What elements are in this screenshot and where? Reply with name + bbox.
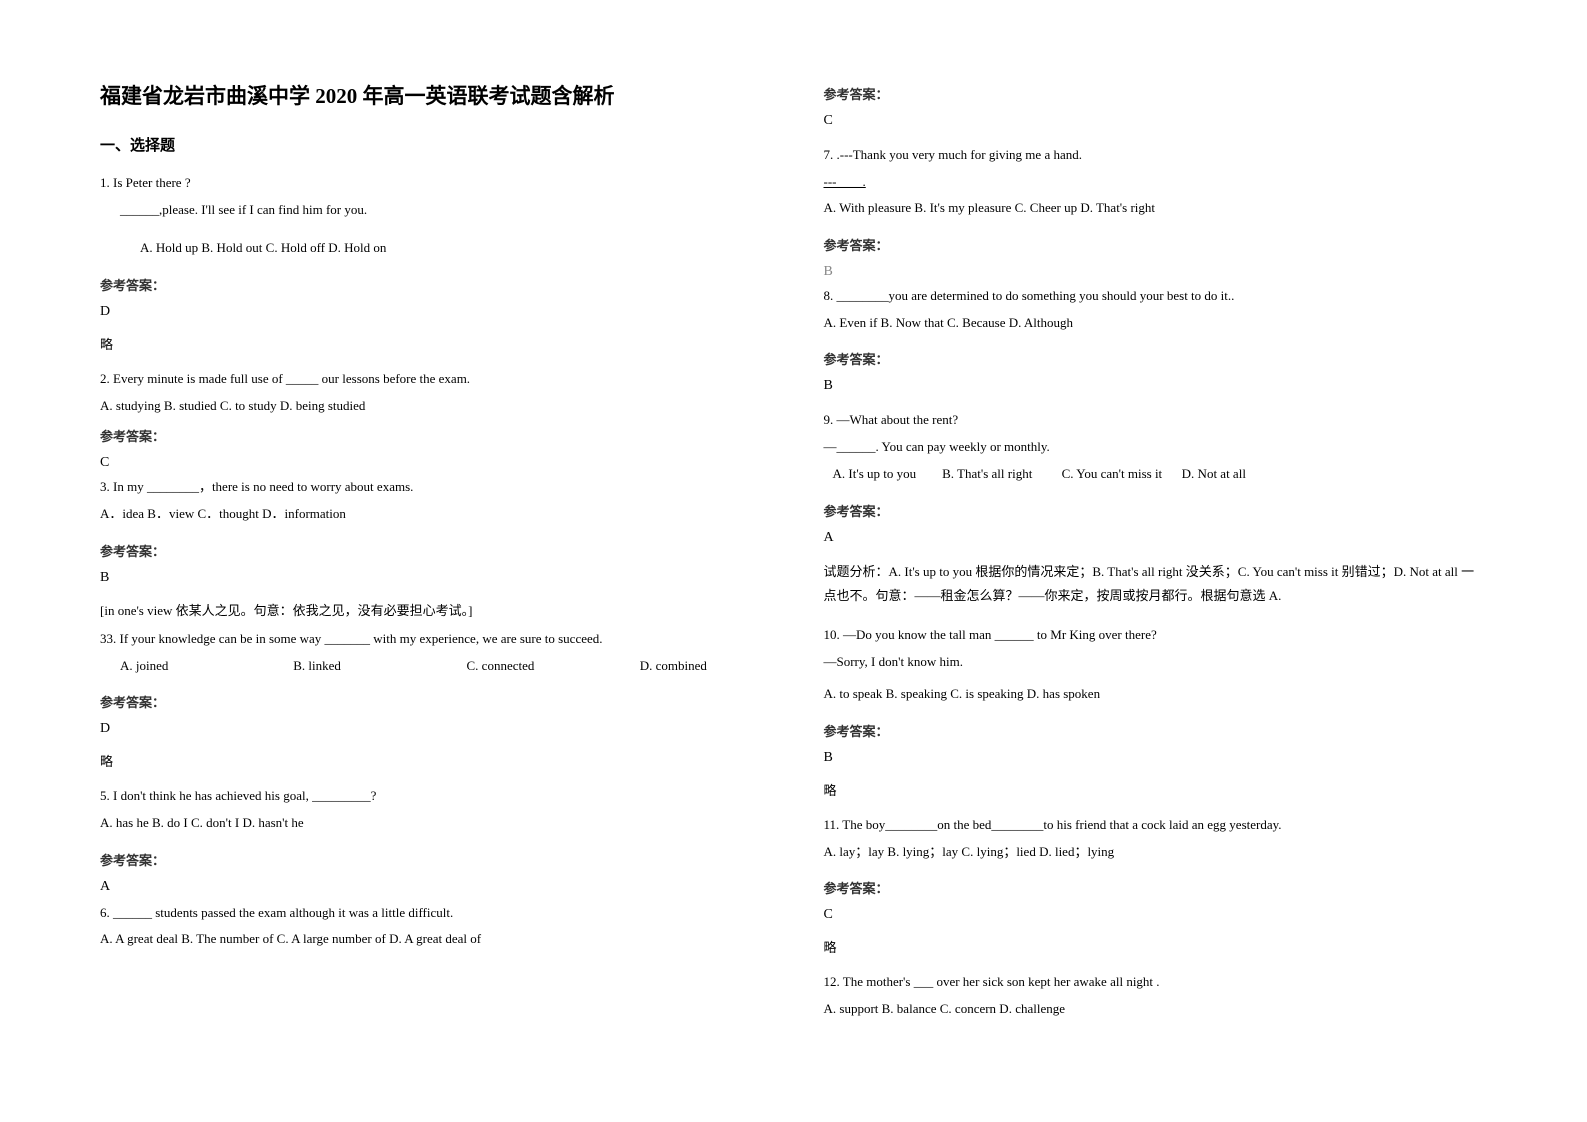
q11-answer: C <box>824 907 1488 923</box>
q2-options: A. studying B. studied C. to study D. be… <box>100 394 764 419</box>
answer-label: 参考答案： <box>824 878 1488 897</box>
q4-optB: B. linked <box>293 654 463 679</box>
q5-options: A. has he B. do I C. don't I D. hasn't h… <box>100 811 764 836</box>
answer-label: 参考答案： <box>824 501 1488 520</box>
q10-options: A. to speak B. speaking C. is speaking D… <box>824 682 1488 707</box>
q8-stem: 8. ________you are determined to do some… <box>824 284 1488 309</box>
answer-label: 参考答案： <box>100 850 764 869</box>
answer-label: 参考答案： <box>824 721 1488 740</box>
question-4: 33. If your knowledge can be in some way… <box>100 627 764 682</box>
q7-stem2: ---____. <box>824 170 866 195</box>
answer-label: 参考答案： <box>824 84 1488 103</box>
q1-stem2: ______,please. I'll see if I can find hi… <box>100 198 764 223</box>
q10-omit: 略 <box>824 780 1488 799</box>
answer-label: 参考答案： <box>100 275 764 294</box>
q9-note: 试题分析：A. It's up to you 根据你的情况来定；B. That'… <box>824 560 1488 609</box>
q6-stem: 6. ______ students passed the exam altho… <box>100 901 764 926</box>
question-2: 2. Every minute is made full use of ____… <box>100 367 764 422</box>
answer-label: 参考答案： <box>100 426 764 445</box>
q2-answer: C <box>100 455 764 471</box>
q1-options: A. Hold up B. Hold out C. Hold off D. Ho… <box>100 236 764 261</box>
answer-label: 参考答案： <box>824 235 1488 254</box>
answer-label: 参考答案： <box>824 349 1488 368</box>
q8-options: A. Even if B. Now that C. Because D. Alt… <box>824 311 1488 336</box>
q3-answer: B <box>100 570 764 586</box>
question-8: 8. ________you are determined to do some… <box>824 284 1488 339</box>
q3-stem: 3. In my ________，there is no need to wo… <box>100 475 764 500</box>
q1-stem: 1. Is Peter there ? <box>100 171 764 196</box>
q9-options: A. It's up to you B. That's all right C.… <box>824 462 1488 487</box>
q9-answer: A <box>824 530 1488 546</box>
q10-answer: B <box>824 750 1488 766</box>
q1-answer: D <box>100 304 764 320</box>
q12-options: A. support B. balance C. concern D. chal… <box>824 997 1488 1022</box>
q3-options: A．idea B．view C．thought D．information <box>100 502 764 527</box>
q11-stem: 11. The boy________on the bed________to … <box>824 813 1488 838</box>
q9-stem2: —______. You can pay weekly or monthly. <box>824 435 1488 460</box>
q2-stem: 2. Every minute is made full use of ____… <box>100 367 764 392</box>
question-6: 6. ______ students passed the exam altho… <box>100 901 764 956</box>
q12-stem: 12. The mother's ___ over her sick son k… <box>824 970 1488 995</box>
q10-stem: 10. —Do you know the tall man ______ to … <box>824 623 1488 648</box>
q4-answer: D <box>100 721 764 737</box>
q6-answer: C <box>824 113 1488 129</box>
q9-stem: 9. —What about the rent? <box>824 408 1488 433</box>
page-title: 福建省龙岩市曲溪中学 2020 年高一英语联考试题含解析 <box>100 80 764 110</box>
question-12: 12. The mother's ___ over her sick son k… <box>824 970 1488 1025</box>
q11-options: A. lay；lay B. lying；lay C. lying；lied D.… <box>824 840 1488 865</box>
question-11: 11. The boy________on the bed________to … <box>824 813 1488 868</box>
q10-stem2: —Sorry, I don't know him. <box>824 650 1488 675</box>
q7-options: A. With pleasure B. It's my pleasure C. … <box>824 196 1488 221</box>
q1-omit: 略 <box>100 334 764 353</box>
section-header: 一、选择题 <box>100 134 764 155</box>
q5-stem: 5. I don't think he has achieved his goa… <box>100 784 764 809</box>
question-10: 10. —Do you know the tall man ______ to … <box>824 623 1488 711</box>
question-9: 9. —What about the rent? —______. You ca… <box>824 408 1488 490</box>
q7-answer: B <box>824 264 1488 280</box>
question-7: 7. .---Thank you very much for giving me… <box>824 143 1488 225</box>
q4-optA: A. joined <box>120 654 290 679</box>
question-3: 3. In my ________，there is no need to wo… <box>100 475 764 530</box>
q4-stem: 33. If your knowledge can be in some way… <box>100 627 764 652</box>
q11-omit: 略 <box>824 937 1488 956</box>
q4-omit: 略 <box>100 751 764 770</box>
q6-options: A. A great deal B. The number of C. A la… <box>100 927 764 952</box>
answer-label: 参考答案： <box>100 541 764 560</box>
question-5: 5. I don't think he has achieved his goa… <box>100 784 764 839</box>
q4-optC: C. connected <box>467 654 637 679</box>
q4-optD: D. combined <box>640 654 707 679</box>
answer-label: 参考答案： <box>100 692 764 711</box>
q7-stem: 7. .---Thank you very much for giving me… <box>824 143 1488 168</box>
q4-options: A. joined B. linked C. connected D. comb… <box>100 654 764 679</box>
q8-answer: B <box>824 378 1488 394</box>
q5-answer: A <box>100 879 764 895</box>
q3-note: [in one's view 依某人之见。句意：依我之见，没有必要担心考试。] <box>100 600 764 619</box>
question-1: 1. Is Peter there ? ______,please. I'll … <box>100 171 764 265</box>
